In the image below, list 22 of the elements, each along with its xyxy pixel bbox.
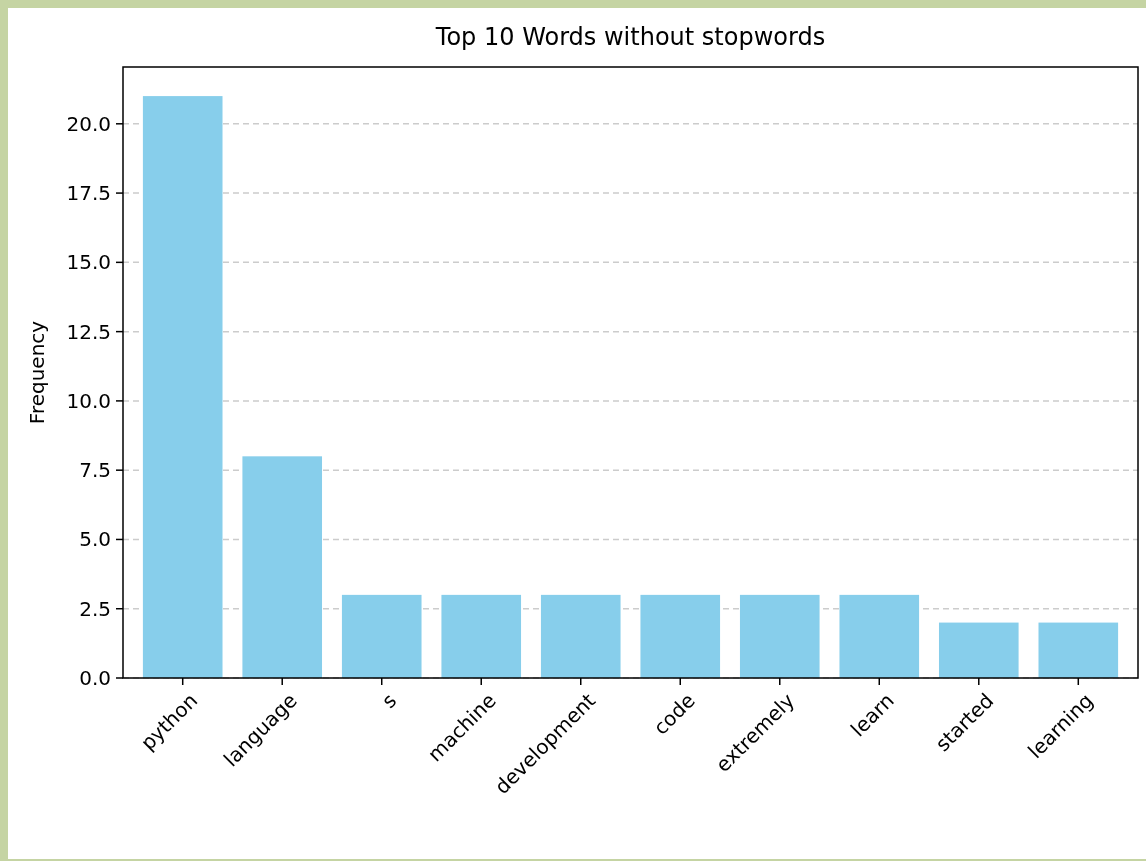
y-tick-label: 12.5 xyxy=(66,319,111,344)
y-tick-label: 10.0 xyxy=(66,388,111,413)
y-axis-title: Frequency xyxy=(25,320,49,425)
bar xyxy=(839,594,920,678)
bar xyxy=(242,456,323,678)
bar xyxy=(341,594,422,678)
y-tick-label: 17.5 xyxy=(66,181,111,206)
bar xyxy=(441,594,522,678)
bar xyxy=(540,594,621,678)
x-tick-label: s xyxy=(376,688,402,713)
bar xyxy=(739,594,820,678)
bar xyxy=(1038,622,1119,678)
y-tick-label: 2.5 xyxy=(79,596,111,621)
bar xyxy=(938,622,1019,678)
y-tick-label: 7.5 xyxy=(79,458,111,483)
y-tick-label: 15.0 xyxy=(66,250,111,275)
bar xyxy=(640,594,721,678)
chart-title: Top 10 Words without stopwords xyxy=(434,23,826,51)
bar xyxy=(142,96,223,678)
y-tick-label: 5.0 xyxy=(79,527,111,552)
y-tick-label: 20.0 xyxy=(66,111,111,136)
y-tick-label: 0.0 xyxy=(79,666,111,690)
